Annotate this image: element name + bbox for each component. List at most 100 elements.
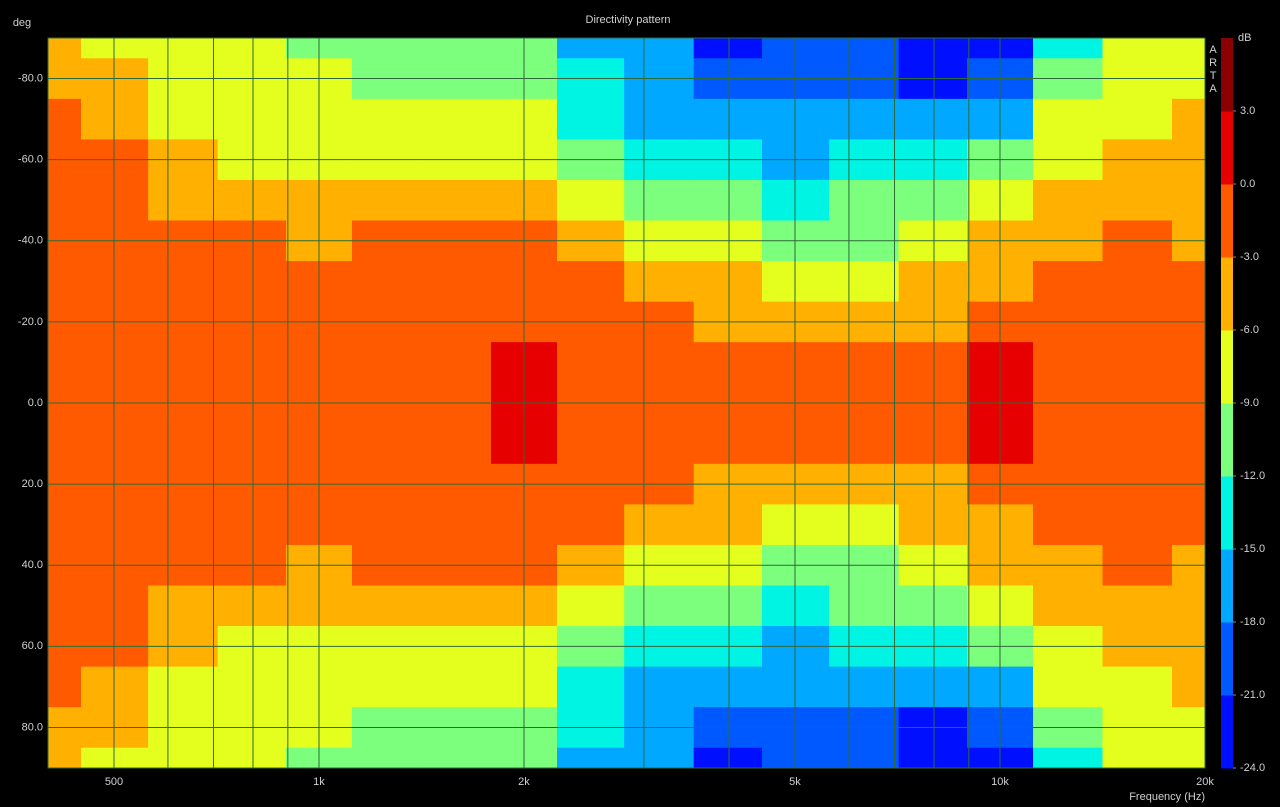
cell (80, 747, 149, 769)
cell (48, 179, 82, 221)
x-tick-label: 5k (789, 776, 801, 788)
cell (421, 179, 492, 221)
cell (829, 504, 900, 546)
cell (217, 261, 287, 303)
cell (829, 585, 900, 627)
cell (1172, 261, 1206, 303)
cell (148, 179, 219, 221)
cell (624, 342, 695, 384)
cell (1102, 666, 1173, 708)
y-tick-label: -40.0 (18, 235, 43, 247)
cell (48, 666, 82, 708)
cell (80, 261, 149, 303)
cell (80, 585, 149, 627)
cell (351, 585, 422, 627)
cell (829, 261, 900, 303)
cell (556, 747, 625, 769)
cell (761, 98, 830, 140)
cell (693, 261, 763, 303)
cell (217, 423, 287, 465)
cell (148, 423, 219, 465)
colorbar-band (1221, 403, 1233, 477)
colorbar-band (1221, 38, 1233, 112)
brand: ARTA (1207, 44, 1219, 96)
cell (217, 747, 287, 769)
cell (556, 342, 625, 384)
cell (1032, 585, 1103, 627)
y-tick-label: 0.0 (28, 397, 43, 409)
cell (1032, 261, 1103, 303)
cell (829, 666, 900, 708)
colorbar-tick-label: -3.0 (1240, 251, 1259, 263)
cell (421, 38, 492, 59)
cell (80, 666, 149, 708)
colorbar-band (1221, 330, 1233, 404)
cell (80, 38, 149, 59)
cell (80, 342, 149, 384)
cell (217, 585, 287, 627)
cell (148, 261, 219, 303)
cell (80, 504, 149, 546)
cell (1102, 98, 1173, 140)
cell (898, 38, 968, 59)
x-tick-label: 500 (105, 776, 123, 788)
cell (761, 423, 830, 465)
cell (1172, 98, 1206, 140)
cell (1032, 342, 1103, 384)
cell (556, 504, 625, 546)
colorbar-band (1221, 622, 1233, 696)
cell (761, 585, 830, 627)
colorbar-tick-label: -18.0 (1240, 616, 1265, 628)
cell (693, 747, 763, 769)
cell (1102, 261, 1173, 303)
cell (217, 38, 287, 59)
cell (693, 504, 763, 546)
cell (421, 423, 492, 465)
cell (556, 423, 625, 465)
cell (217, 98, 287, 140)
cell (556, 179, 625, 221)
cell (351, 504, 422, 546)
chart-title: Directivity pattern (586, 14, 671, 26)
cell (1102, 423, 1173, 465)
cell (1032, 504, 1103, 546)
cell (898, 747, 968, 769)
colorbar-band (1221, 184, 1233, 258)
cell (829, 423, 900, 465)
x-tick-label: 10k (991, 776, 1009, 788)
cell (761, 38, 830, 59)
cell (761, 342, 830, 384)
x-tick-label: 2k (518, 776, 530, 788)
y-tick-label: -80.0 (18, 72, 43, 84)
cell (1172, 666, 1206, 708)
y-tick-label: 60.0 (22, 640, 43, 652)
x-tick-label: 1k (313, 776, 325, 788)
colorbar-band (1221, 549, 1233, 623)
colorbar-tick-label: -24.0 (1240, 762, 1265, 774)
colorbar-tick-label: 3.0 (1240, 105, 1255, 117)
cell (48, 38, 82, 59)
cell (148, 666, 219, 708)
cell (624, 747, 695, 769)
cell (148, 342, 219, 384)
cell (898, 423, 968, 465)
cell (693, 38, 763, 59)
cell (556, 98, 625, 140)
cell (693, 585, 763, 627)
colorbar-tick-label: -6.0 (1240, 324, 1259, 336)
colorbar-tick-label: -12.0 (1240, 470, 1265, 482)
colorbar-band (1221, 476, 1233, 550)
cell (1032, 179, 1103, 221)
cell (829, 98, 900, 140)
colorbar-tick-label: -9.0 (1240, 397, 1259, 409)
cell (898, 342, 968, 384)
cell (421, 747, 492, 769)
y-tick-label: -60.0 (18, 154, 43, 166)
y-tick-label: 20.0 (22, 478, 43, 490)
cell (556, 666, 625, 708)
cell (351, 98, 422, 140)
cell (217, 504, 287, 546)
cell (48, 504, 82, 546)
cell (80, 179, 149, 221)
cell (421, 261, 492, 303)
